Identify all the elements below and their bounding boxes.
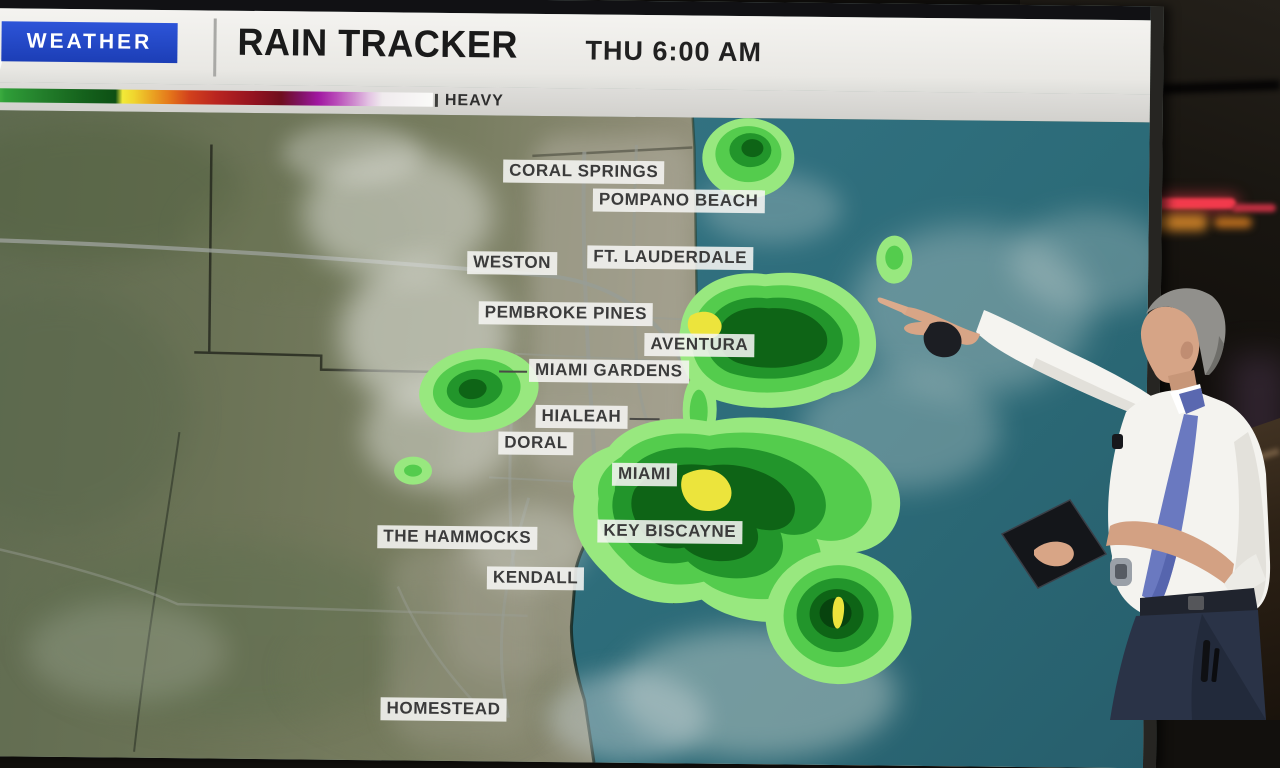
weather-presenter <box>877 288 1271 720</box>
rain-core-south <box>832 596 845 629</box>
map-label-pompano-beach: POMPANO BEACH <box>592 188 765 214</box>
studio-red-light-2 <box>1232 204 1276 212</box>
presenter-clicker <box>923 321 962 358</box>
presenter-tie <box>1142 388 1205 604</box>
map-label-pembroke-pines: PEMBROKE PINES <box>478 301 654 327</box>
presenter-microphone <box>1112 434 1123 449</box>
presenter-shirt <box>1108 390 1271 614</box>
map-label-miami: MIAMI <box>611 462 678 487</box>
page-title: RAIN TRACKER <box>237 21 519 67</box>
broadcast-header: WEATHER RAIN TRACKER THU 6:00 AM <box>0 7 1151 95</box>
rain-core-miami <box>681 469 732 511</box>
map-label-aventura: AVENTURA <box>644 333 755 358</box>
map-label-hialeah: HIALEAH <box>535 404 628 429</box>
studio-red-light <box>1144 198 1236 209</box>
radar-map-graphic <box>0 117 1163 768</box>
map-label-ft-lauderdale: FT. LAUDERDALE <box>587 245 754 271</box>
map-label-coral-springs: CORAL SPRINGS <box>503 159 665 185</box>
station-logo-label: WEATHER <box>26 29 153 54</box>
rain-cell-offshore-small <box>876 235 913 284</box>
station-logo: WEATHER <box>1 21 178 64</box>
legend-heavy-label: HEAVY <box>444 91 504 110</box>
rain-cell-south-offshore <box>765 550 912 685</box>
map-label-key-biscayne: KEY BISCAYNE <box>597 519 743 545</box>
map-label-weston: WESTON <box>467 251 558 276</box>
radar-map: CORAL SPRINGS POMPANO BEACH WESTON FT. L… <box>0 109 1163 768</box>
map-label-doral: DORAL <box>498 431 574 456</box>
canal-line <box>133 432 181 752</box>
rain-core-aventura <box>687 311 722 340</box>
forecast-timestamp: THU 6:00 AM <box>585 35 763 68</box>
presenter-pointing-arm <box>976 310 1154 414</box>
map-label-the-hammocks: THE HAMMOCKS <box>377 525 538 550</box>
studio-amber-light-2 <box>1214 217 1252 228</box>
map-label-miami-gardens: MIAMI GARDENS <box>528 358 689 384</box>
presenter-head <box>1140 288 1226 404</box>
presenter-pointing-hand <box>877 297 980 358</box>
map-label-homestead: HOMESTEAD <box>380 697 507 722</box>
header-divider <box>213 18 217 77</box>
presenter-tablet <box>1000 499 1108 589</box>
legend-heavy-tick <box>434 93 438 107</box>
rain-cell-miami-gardens <box>419 347 539 433</box>
presenter-left-forearm <box>1106 521 1234 588</box>
rain-cell-hammocks-small <box>394 456 433 485</box>
rain-cell-north <box>702 118 795 199</box>
map-label-kendall: KENDALL <box>486 566 585 591</box>
studio-wall-seam <box>1159 79 1280 95</box>
presenter-left-hand <box>1034 541 1074 567</box>
studio-amber-light <box>1148 214 1208 231</box>
presenter-watch <box>1110 558 1132 586</box>
presenter-pocket-pens <box>1200 640 1220 683</box>
presenter-rolled-sleeve <box>1224 554 1266 596</box>
weather-video-wall: WEATHER RAIN TRACKER THU 6:00 AM HEAVY <box>0 0 1164 768</box>
rain-intensity-gradient-bar <box>0 87 433 107</box>
